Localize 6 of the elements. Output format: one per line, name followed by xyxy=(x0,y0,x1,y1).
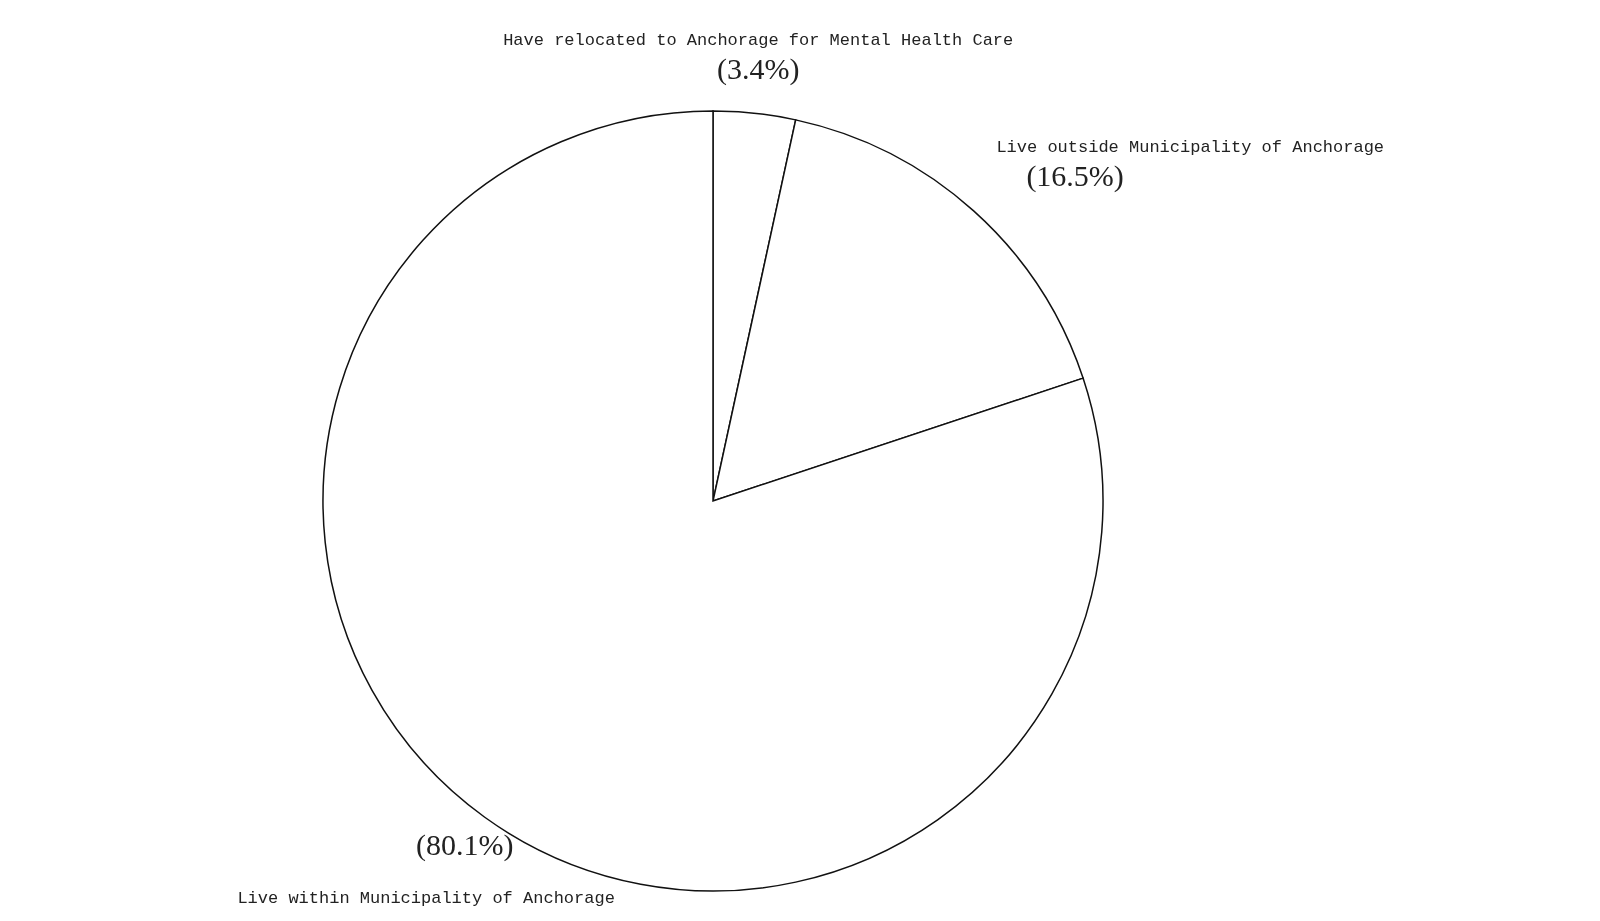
slice-label: Live outside Municipality of Anchorage xyxy=(996,137,1385,157)
slice-label: Have relocated to Anchorage for Mental Health Care xyxy=(503,31,1014,51)
slice-label: Live within Municipality of Anchorage xyxy=(237,888,615,908)
data-label: (80.1%) xyxy=(416,827,514,862)
data-label: (3.4%) xyxy=(716,52,800,87)
data-label: (16.5%) xyxy=(1026,158,1124,193)
